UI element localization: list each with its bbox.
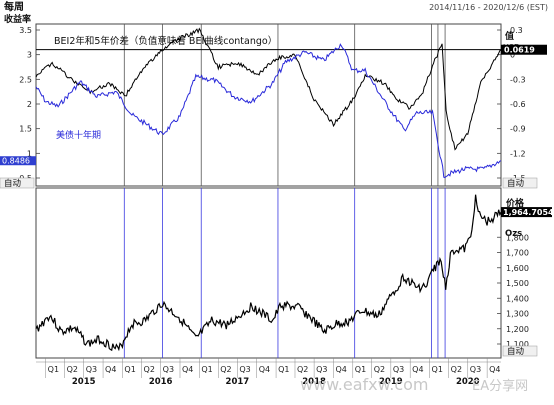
quarter-label: Q1	[124, 365, 135, 374]
right-tick-label: 0	[510, 51, 515, 60]
price-unit: Ozs	[505, 229, 522, 239]
right-tick-label: -0.3	[510, 75, 526, 84]
price-axis-ticks: 1,800 1,700 1,600 1,500 1,400 1,300 1,200 1,100	[497, 233, 529, 349]
quarter-label: Q2	[220, 365, 231, 374]
quarter-label: Q2	[451, 365, 462, 374]
date-range: 2014/11/16 - 2020/12/6 (EST)	[429, 3, 548, 12]
auto-left-label: 自动	[4, 178, 22, 189]
quarter-label: Q3	[393, 365, 404, 374]
price-tick-label: 1,300	[506, 310, 529, 319]
gold-price-line	[35, 194, 502, 352]
left-last-value-marker	[0, 156, 36, 166]
right-tick-label: -0.6	[510, 100, 526, 109]
left-axis-label: 收益率	[4, 13, 31, 25]
left-tick-label: 3	[27, 51, 32, 60]
left-tick-label: 2	[27, 100, 32, 109]
right-tick-label: -1.2	[510, 149, 526, 158]
quarter-label: Q1	[48, 365, 59, 374]
year-axis: 2015 2016 2017 2018 2019 2020	[72, 377, 480, 387]
quarter-label: Q1	[201, 365, 212, 374]
year-label: 2016	[149, 377, 173, 387]
price-label: 价格	[506, 197, 525, 209]
frequency-label: 每周	[4, 0, 24, 13]
auto-bottom-label: 自动	[507, 346, 525, 357]
year-label: 2018	[302, 377, 326, 387]
left-last-value: 0.8486	[2, 157, 30, 166]
quarter-label: Q2	[374, 365, 385, 374]
quarter-label: Q3	[86, 365, 97, 374]
spread-series-line	[35, 27, 502, 151]
bottom-plot-area	[35, 187, 502, 359]
year-label: 2020	[456, 377, 480, 387]
top-plot-area	[35, 23, 502, 187]
quarter-label: Q2	[67, 365, 78, 374]
right-axis-label: 值	[505, 30, 514, 42]
price-tick-label: 1,700	[506, 249, 529, 258]
quarter-label: Q4	[182, 365, 193, 374]
year-label: 2019	[379, 377, 403, 387]
left-tick-label: 1	[27, 149, 32, 158]
top-chart-title: BEI2年和5年价差（负值意味着 BEI曲线contango）	[54, 35, 277, 47]
auto-bottom-button[interactable]	[502, 345, 538, 357]
watermark-brand: EA分享网	[472, 378, 528, 394]
quarter-label: Q4	[489, 365, 500, 374]
left-tick-label: 1.5	[19, 125, 32, 134]
price-tick-label: 1,100	[506, 340, 529, 349]
quarter-label: Q4	[105, 365, 116, 374]
quarter-label: Q1	[432, 365, 443, 374]
auto-right-label: 自动	[507, 178, 525, 189]
right-tick-label: 0.3	[510, 26, 523, 35]
series-label: 美债十年期	[56, 129, 101, 141]
quarter-label: Q2	[297, 365, 308, 374]
yield-series-line	[35, 43, 502, 179]
price-tick-label: 1,500	[506, 279, 529, 288]
quarter-label: Q1	[355, 365, 366, 374]
right-last-value-marker	[501, 44, 547, 55]
quarter-label: Q3	[163, 365, 174, 374]
last-price-marker	[501, 207, 552, 218]
quarter-label: Q1	[278, 365, 289, 374]
quarter-axis: Q1 Q2 Q3 Q4 Q1 Q2 Q3 Q4 Q1 Q2 Q3 Q4 Q1 Q2 Q3 Q4 Q1 Q2 Q3 Q4…	[36, 358, 501, 378]
year-label: 2017	[226, 377, 250, 387]
left-tick-label: 3.5	[19, 26, 32, 35]
quarter-label: Q4	[335, 365, 346, 374]
bottom-vertical-markers	[123, 188, 446, 358]
price-tick-label: 1,200	[506, 325, 529, 334]
year-label: 2015	[72, 377, 96, 387]
quarter-label: Q4	[412, 365, 423, 374]
right-last-value: 0.0619	[504, 46, 535, 55]
watermark: www.eafxw.com	[300, 375, 429, 394]
quarter-label: Q3	[239, 365, 250, 374]
quarter-label: Q3	[470, 365, 481, 374]
left-tick-label: 2.5	[19, 75, 32, 84]
quarter-label: Q3	[316, 365, 327, 374]
right-tick-label: -0.9	[510, 125, 526, 134]
quarter-label: Q4	[259, 365, 270, 374]
price-tick-label: 1,400	[506, 294, 529, 303]
auto-left-button[interactable]	[0, 177, 35, 189]
last-price: 1,964.7054	[503, 208, 554, 217]
quarter-label: Q2	[144, 365, 155, 374]
price-tick-label: 1,800	[506, 233, 529, 242]
auto-right-button[interactable]	[502, 177, 538, 189]
price-tick-label: 1,600	[506, 264, 529, 273]
